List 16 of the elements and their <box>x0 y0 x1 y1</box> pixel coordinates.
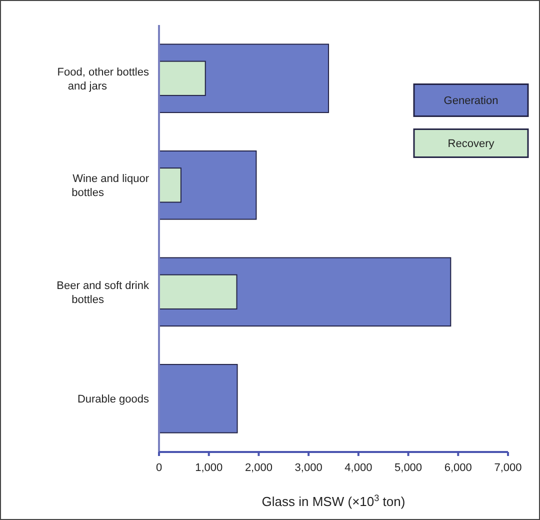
x-tick-label: 7,000 <box>494 462 522 474</box>
text: Generation <box>444 95 498 108</box>
y-tick-label: Food, other bottles and jars <box>57 66 150 92</box>
bar <box>158 364 238 434</box>
y-tick-label: Beer and soft drink bottles <box>56 280 150 306</box>
x-tick-label: 6,000 <box>444 462 472 474</box>
text: Recovery <box>448 138 495 150</box>
x-axis-title: Glass in MSW (×10$^{3}$ ton) <box>262 493 406 509</box>
y-tick-label: Durable goods <box>77 394 150 406</box>
x-tick-label: 1,000 <box>195 462 223 474</box>
y-tick-label: Wine and liquor bottles <box>72 173 150 200</box>
x-tick-label: 3,000 <box>294 462 322 474</box>
x-tick-label: 2,000 <box>244 462 272 474</box>
x-tick-label: 5,000 <box>394 462 422 474</box>
x-tick-label: 4,000 <box>344 462 372 474</box>
x-tick-label: 0 <box>156 462 162 474</box>
